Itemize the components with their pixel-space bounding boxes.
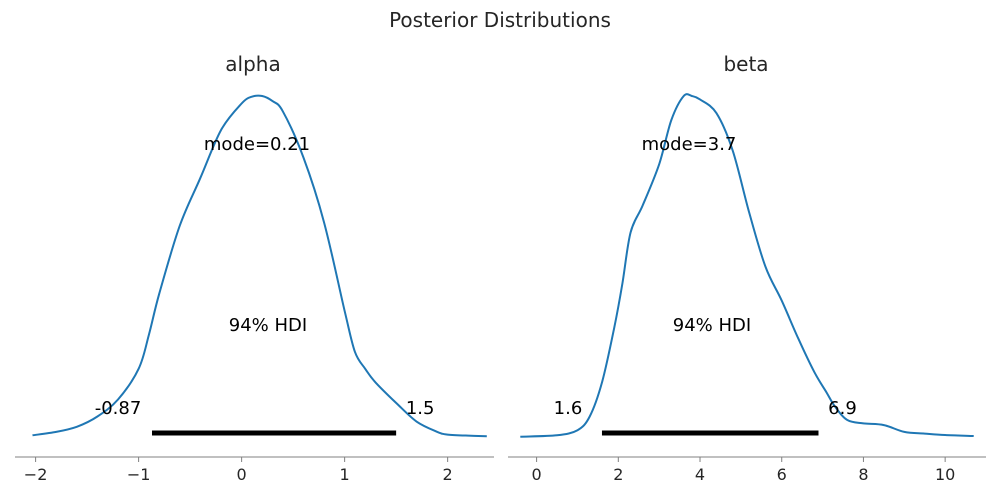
- beta-density-curve: [520, 93, 974, 438]
- beta-x-tick-label: 0: [532, 465, 542, 484]
- alpha-hdi-label: 94% HDI: [229, 315, 307, 336]
- alpha-x-tick-label: 0: [237, 465, 247, 484]
- beta-hdi-label: 94% HDI: [673, 315, 751, 336]
- alpha-hdi-low-label: -0.87: [95, 398, 142, 419]
- figure-title: Posterior Distributions: [389, 8, 611, 32]
- beta-panel: beta mode=3.7 94% HDI 1.6 6.9 0 2 4 6 8 10: [508, 52, 986, 484]
- alpha-hdi-high-label: 1.5: [406, 398, 435, 419]
- alpha-mode-label: mode=0.21: [204, 134, 310, 155]
- beta-x-tick-label: 4: [695, 465, 705, 484]
- alpha-x-tick-label: −1: [127, 465, 151, 484]
- beta-x-tick-label: 6: [777, 465, 787, 484]
- beta-hdi-low-label: 1.6: [554, 398, 583, 419]
- beta-mode-label: mode=3.7: [642, 134, 737, 155]
- beta-x-tick-label: 8: [858, 465, 868, 484]
- alpha-x-tick-label: 1: [340, 465, 350, 484]
- alpha-x-ticks: −2 −1 0 1 2: [24, 457, 453, 484]
- alpha-x-tick-label: −2: [24, 465, 48, 484]
- beta-x-tick-label: 10: [935, 465, 955, 484]
- beta-x-ticks: 0 2 4 6 8 10: [532, 457, 955, 484]
- beta-hdi-high-label: 6.9: [828, 398, 857, 419]
- alpha-panel: alpha mode=0.21 94% HDI -0.87 1.5 −2 −1 0 1…: [15, 52, 494, 484]
- beta-x-tick-label: 2: [613, 465, 623, 484]
- panel-title-alpha: alpha: [225, 52, 280, 76]
- alpha-density-curve: [32, 94, 487, 438]
- panel-title-beta: beta: [723, 52, 768, 76]
- alpha-x-tick-label: 2: [443, 465, 453, 484]
